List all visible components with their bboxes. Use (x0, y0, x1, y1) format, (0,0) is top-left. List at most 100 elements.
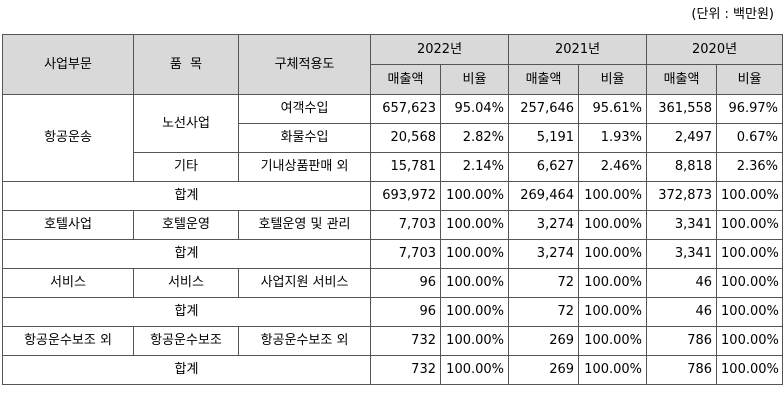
ratio-2020: 100.00% (716, 210, 784, 240)
ratio-2020: 100.00% (716, 268, 784, 298)
header-ratio: 비율 (439, 64, 510, 95)
ratio-2022: 95.04% (439, 94, 510, 124)
unit-label: (단위 : 백만원) (691, 7, 774, 22)
sales-2020: 46 (646, 268, 718, 298)
sales-2021: 6,627 (508, 152, 580, 182)
ratio-2022: 100.00% (439, 210, 510, 240)
sales-2020: 2,497 (646, 123, 718, 153)
usage-cell: 화물수입 (238, 123, 371, 153)
ratio-2022: 100.00% (439, 297, 510, 327)
ratio-2022: 2.14% (439, 152, 510, 182)
table-row: 항공운수보조 외 항공운수보조 항공운수보조 외 732 100.00% 269… (2, 326, 784, 356)
usage-cell: 기내상품판매 외 (238, 152, 371, 182)
subtotal-label: 합계 (2, 181, 371, 211)
segment-cell: 항공운수보조 외 (2, 326, 134, 356)
sales-2022: 657,623 (370, 94, 441, 124)
item-cell: 노선사업 (133, 94, 239, 153)
revenue-table: 사업부문 품 목 구체적용도 2022년 2021년 2020년 매출액 비율 … (2, 34, 784, 385)
header-year-2021: 2021년 (508, 34, 648, 65)
ratio-2020: 2.36% (716, 152, 784, 182)
header-ratio: 비율 (716, 64, 784, 95)
header-segment: 사업부문 (2, 34, 134, 95)
sales-2022: 732 (370, 355, 441, 385)
ratio-2022: 100.00% (439, 181, 510, 211)
ratio-2020: 100.00% (716, 355, 784, 385)
subtotal-row: 합계 7,703 100.00% 3,274 100.00% 3,341 100… (2, 239, 784, 269)
sales-2022: 7,703 (370, 210, 441, 240)
ratio-2022: 2.82% (439, 123, 510, 153)
usage-cell: 항공운수보조 외 (238, 326, 371, 356)
sales-2021: 72 (508, 268, 580, 298)
sales-2022: 15,781 (370, 152, 441, 182)
item-cell: 호텔운영 (133, 210, 239, 240)
ratio-2020: 100.00% (716, 181, 784, 211)
subtotal-label: 합계 (2, 297, 371, 327)
ratio-2022: 100.00% (439, 326, 510, 356)
sales-2022: 693,972 (370, 181, 441, 211)
sales-2021: 269 (508, 355, 580, 385)
sales-2022: 96 (370, 297, 441, 327)
ratio-2020: 96.97% (716, 94, 784, 124)
ratio-2021: 1.93% (578, 123, 648, 153)
sales-2020: 786 (646, 355, 718, 385)
item-cell: 기타 (133, 152, 239, 182)
sales-2022: 732 (370, 326, 441, 356)
ratio-2021: 100.00% (578, 355, 648, 385)
sales-2021: 3,274 (508, 210, 580, 240)
ratio-2021: 100.00% (578, 239, 648, 269)
sales-2021: 5,191 (508, 123, 580, 153)
ratio-2021: 100.00% (578, 326, 648, 356)
segment-cell: 서비스 (2, 268, 134, 298)
table-row: 기타 기내상품판매 외 15,781 2.14% 6,627 2.46% 8,8… (3, 152, 784, 182)
usage-cell: 여객수입 (238, 94, 371, 124)
sales-2020: 3,341 (646, 210, 718, 240)
ratio-2020: 0.67% (716, 123, 784, 153)
ratio-2020: 100.00% (716, 326, 784, 356)
subtotal-row: 합계 693,972 100.00% 269,464 100.00% 372,8… (2, 181, 784, 211)
ratio-2022: 100.00% (439, 268, 510, 298)
subtotal-label: 합계 (2, 239, 371, 269)
ratio-2021: 100.00% (578, 210, 648, 240)
sales-2020: 361,558 (646, 94, 718, 124)
segment-cell: 호텔사업 (2, 210, 134, 240)
ratio-2021: 100.00% (578, 181, 648, 211)
header-usage: 구체적용도 (238, 34, 371, 95)
header-row-metrics: 매출액 비율 매출액 비율 매출액 비율 (3, 64, 784, 95)
ratio-2020: 100.00% (716, 239, 784, 269)
header-sales: 매출액 (370, 64, 441, 95)
subtotal-row: 합계 96 100.00% 72 100.00% 46 100.00% (2, 297, 784, 327)
sales-2021: 72 (508, 297, 580, 327)
header-ratio: 비율 (578, 64, 648, 95)
header-sales: 매출액 (646, 64, 718, 95)
header-row-years: 사업부문 품 목 구체적용도 2022년 2021년 2020년 (2, 34, 784, 95)
ratio-2021: 100.00% (578, 297, 648, 327)
sales-2020: 3,341 (646, 239, 718, 269)
ratio-2022: 100.00% (439, 239, 510, 269)
table-row: 항공운송 노선사업 여객수입 657,623 95.04% 257,646 95… (2, 94, 784, 182)
item-cell: 서비스 (133, 268, 239, 298)
ratio-2020: 100.00% (716, 297, 784, 327)
sales-2020: 46 (646, 297, 718, 327)
ratio-2021: 2.46% (578, 152, 648, 182)
sales-2022: 96 (370, 268, 441, 298)
sales-2020: 8,818 (646, 152, 718, 182)
sales-2020: 372,873 (646, 181, 718, 211)
sales-2022: 7,703 (370, 239, 441, 269)
header-year-2020: 2020년 (646, 34, 784, 65)
sales-2022: 20,568 (370, 123, 441, 153)
ratio-2022: 100.00% (439, 355, 510, 385)
subtotal-label: 합계 (2, 355, 371, 385)
usage-cell: 사업지원 서비스 (238, 268, 371, 298)
usage-cell: 호텔운영 및 관리 (238, 210, 371, 240)
table-row: 호텔사업 호텔운영 호텔운영 및 관리 7,703 100.00% 3,274 … (2, 210, 784, 240)
sales-2021: 257,646 (508, 94, 580, 124)
sales-2021: 269 (508, 326, 580, 356)
sales-2021: 269,464 (508, 181, 580, 211)
item-cell: 항공운수보조 (133, 326, 239, 356)
sales-2020: 786 (646, 326, 718, 356)
ratio-2021: 100.00% (578, 268, 648, 298)
header-item: 품 목 (133, 34, 239, 95)
table-row: 화물수입 20,568 2.82% 5,191 1.93% 2,497 0.67… (3, 123, 784, 153)
header-year-2022: 2022년 (369, 34, 510, 65)
subtotal-row: 합계 732 100.00% 269 100.00% 786 100.00% (2, 355, 784, 385)
